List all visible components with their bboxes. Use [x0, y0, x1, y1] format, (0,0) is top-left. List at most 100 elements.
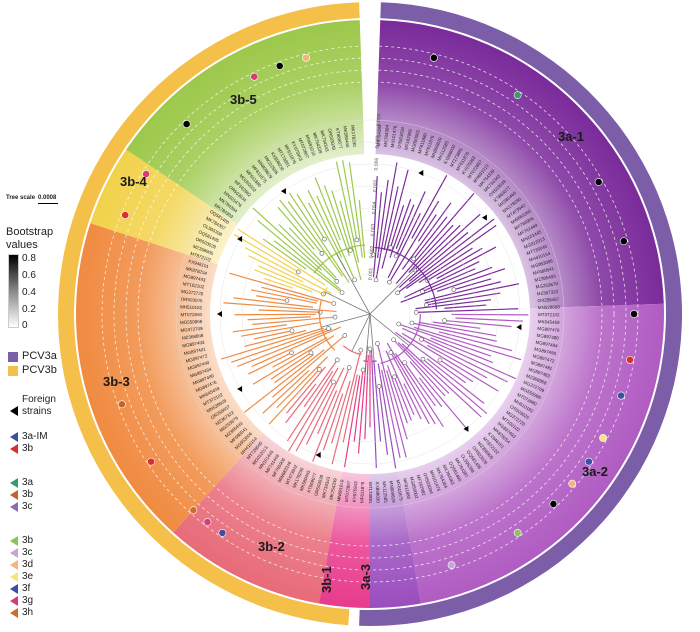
branch — [401, 343, 482, 418]
scale-ring — [329, 273, 411, 355]
branch — [426, 247, 483, 282]
branch — [221, 327, 324, 360]
branch — [397, 218, 495, 294]
branch — [254, 269, 313, 293]
branch — [402, 327, 517, 380]
host-triangle-icon — [10, 502, 18, 512]
branch — [273, 240, 343, 294]
taxon-label: MF611876 — [359, 481, 365, 503]
branch — [377, 363, 397, 469]
host-triangle-icon — [10, 548, 18, 558]
clade-arc — [342, 345, 362, 356]
branch — [323, 185, 350, 257]
branch — [430, 337, 494, 364]
clade-label: 3b-3 — [103, 374, 130, 389]
bootstrap-node — [413, 310, 419, 315]
taxon-label: MK734343 — [321, 476, 331, 499]
taxon-label: MK784384 — [383, 124, 390, 147]
dashed-ring — [125, 69, 615, 559]
host-label: 3c — [22, 547, 33, 558]
host-marker — [568, 479, 577, 488]
taxon-label: MK784383 — [376, 124, 382, 146]
root-branch — [321, 313, 371, 328]
taxon-label: MG050002 — [410, 129, 421, 152]
bootstrap-node — [339, 290, 345, 295]
branch — [395, 204, 415, 249]
taxon-label: KT869077 — [335, 128, 344, 150]
branch — [386, 365, 408, 424]
bootstrap-tick: 0.6 — [22, 270, 36, 281]
branch — [232, 324, 288, 333]
taxon-label: OR503034 — [397, 126, 406, 149]
pcv3a-swatch — [8, 352, 18, 362]
branch — [244, 349, 325, 413]
branch — [381, 169, 409, 269]
host-triangle-icon — [10, 432, 18, 442]
host-marker — [513, 91, 522, 100]
taxon-label: MT102102 — [183, 281, 206, 289]
taxon-label: OR503039 — [313, 474, 324, 497]
host-label: 3f — [22, 583, 31, 594]
bootstrap-node — [373, 277, 379, 283]
branch — [305, 367, 345, 445]
branch — [244, 329, 307, 348]
host-triangle-icon — [10, 560, 18, 570]
branch — [411, 322, 497, 342]
bootstrap-node — [348, 248, 353, 253]
taxon-label: MF611880 — [417, 132, 428, 154]
taxon-label: MF611875 — [423, 134, 435, 156]
clade-label: 3a-1 — [558, 129, 584, 144]
branch — [247, 316, 312, 321]
host-triangle-icon — [10, 584, 18, 594]
bootstrap-node — [335, 357, 340, 363]
host-label: 3b — [22, 535, 34, 546]
branch — [314, 177, 341, 241]
branch — [264, 277, 294, 289]
branch — [414, 224, 461, 271]
branch — [322, 393, 344, 451]
branch — [436, 246, 497, 280]
branch — [251, 289, 317, 304]
branch — [408, 224, 454, 273]
bootstrap-node — [375, 341, 380, 346]
branch — [397, 342, 450, 394]
branch — [274, 354, 314, 384]
branch — [381, 369, 401, 458]
branch — [393, 339, 446, 397]
host-marker — [182, 120, 191, 128]
host-triangle-icon — [10, 536, 18, 546]
bootstrap-node — [409, 320, 415, 326]
branch — [394, 352, 444, 428]
root-branch — [324, 291, 371, 315]
branch — [373, 359, 382, 442]
bootstrap-node — [388, 245, 393, 250]
branch — [312, 367, 350, 462]
bootstrap-node — [392, 374, 397, 380]
branch — [426, 358, 485, 404]
branch — [388, 200, 440, 283]
bootstrap-legend-title: Bootstrap values — [6, 226, 54, 251]
bootstrap-node — [387, 279, 392, 285]
host-label: 3d — [22, 559, 34, 570]
branch — [268, 368, 320, 425]
taxon-label: MK734343 — [319, 130, 330, 153]
branch — [364, 355, 369, 440]
branch — [244, 247, 332, 294]
bootstrap-node — [342, 333, 348, 338]
legend-panel: Tree scale 0.0008 Bootstrap values 0.8 0… — [0, 0, 120, 632]
branch — [237, 228, 326, 286]
bootstrap-tick: 0.4 — [22, 287, 36, 298]
branch — [252, 335, 335, 385]
branch — [276, 356, 329, 409]
host-marker — [626, 355, 634, 364]
taxon-label: MG897472 — [185, 353, 208, 364]
scale-ring — [263, 207, 477, 421]
branch — [444, 304, 487, 309]
branch — [286, 366, 326, 414]
taxon-label: MG897493 — [183, 273, 206, 282]
root-branch — [351, 313, 371, 352]
host-triangle-icon — [10, 572, 18, 582]
tree-branches — [221, 160, 529, 469]
branch — [395, 192, 475, 284]
branch — [317, 389, 338, 435]
